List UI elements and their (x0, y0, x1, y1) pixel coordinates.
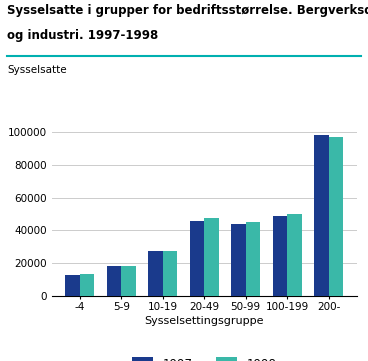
Bar (190, 221, 204, 296)
Bar (273, 216, 287, 296)
Bar (107, 266, 121, 296)
Bar (246, 222, 260, 296)
Bar (287, 214, 302, 296)
Bar (148, 251, 163, 296)
Bar (204, 218, 219, 296)
Bar (80, 274, 95, 296)
Bar (121, 266, 136, 296)
Bar (163, 251, 177, 296)
Legend: 1997, 1998: 1997, 1998 (126, 351, 283, 361)
Bar (231, 224, 246, 296)
Text: Sysselsatte i grupper for bedriftsstørrelse. Bergverksdrift: Sysselsatte i grupper for bedriftsstørre… (7, 4, 368, 17)
Bar (329, 137, 343, 296)
Text: Sysselsatte: Sysselsatte (7, 65, 67, 75)
Text: og industri. 1997-1998: og industri. 1997-1998 (7, 29, 159, 42)
Bar (66, 275, 80, 296)
Bar (314, 135, 329, 296)
X-axis label: Sysselsettingsgruppe: Sysselsettingsgruppe (145, 316, 264, 326)
